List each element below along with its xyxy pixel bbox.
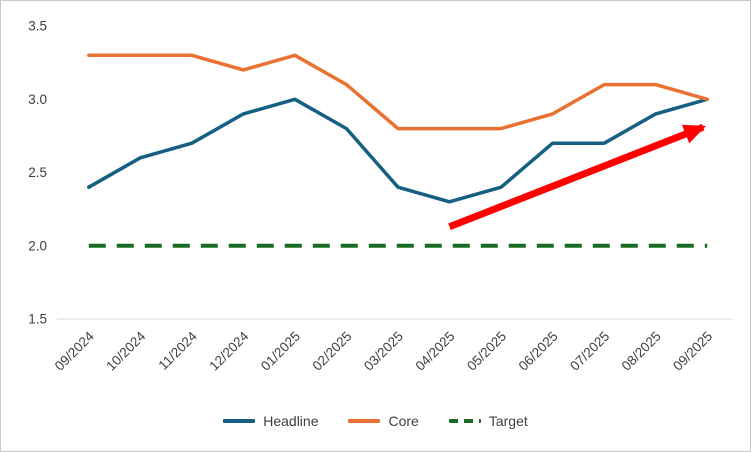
target-dashed-swatch xyxy=(448,419,481,423)
legend-item-target[interactable]: Target xyxy=(448,413,528,429)
svg-text:09/2024: 09/2024 xyxy=(52,328,97,373)
legend-label-headline: Headline xyxy=(263,413,319,429)
legend-item-headline[interactable]: Headline xyxy=(223,413,318,429)
svg-text:3.5: 3.5 xyxy=(28,19,47,34)
core-line-swatch xyxy=(348,419,381,423)
svg-text:12/2024: 12/2024 xyxy=(206,328,251,373)
svg-text:02/2025: 02/2025 xyxy=(309,329,354,374)
legend-label-target: Target xyxy=(488,413,528,429)
chart-legend: Headline Core Target xyxy=(1,399,750,451)
svg-text:01/2025: 01/2025 xyxy=(258,329,303,374)
svg-text:06/2025: 06/2025 xyxy=(516,329,561,374)
svg-text:03/2025: 03/2025 xyxy=(361,329,406,374)
svg-text:11/2024: 11/2024 xyxy=(156,328,201,373)
svg-text:2.0: 2.0 xyxy=(28,238,47,253)
svg-text:09/2025: 09/2025 xyxy=(670,329,715,374)
headline-line-swatch xyxy=(223,419,256,423)
legend-label-core: Core xyxy=(388,413,419,429)
svg-text:04/2025: 04/2025 xyxy=(412,329,457,374)
svg-text:10/2024: 10/2024 xyxy=(103,328,148,373)
svg-text:1.5: 1.5 xyxy=(28,312,47,327)
svg-text:3.0: 3.0 xyxy=(28,92,47,107)
svg-text:08/2025: 08/2025 xyxy=(619,329,664,374)
svg-text:05/2025: 05/2025 xyxy=(464,329,509,374)
svg-text:07/2025: 07/2025 xyxy=(567,329,612,374)
svg-text:2.5: 2.5 xyxy=(28,165,47,180)
chart-canvas: 1.5 2.0 2.5 3.0 3.5 09/2024 10/2024 11/2024 12/2… xyxy=(28,19,733,374)
trend-arrow xyxy=(448,123,706,230)
legend-item-core[interactable]: Core xyxy=(348,413,419,429)
